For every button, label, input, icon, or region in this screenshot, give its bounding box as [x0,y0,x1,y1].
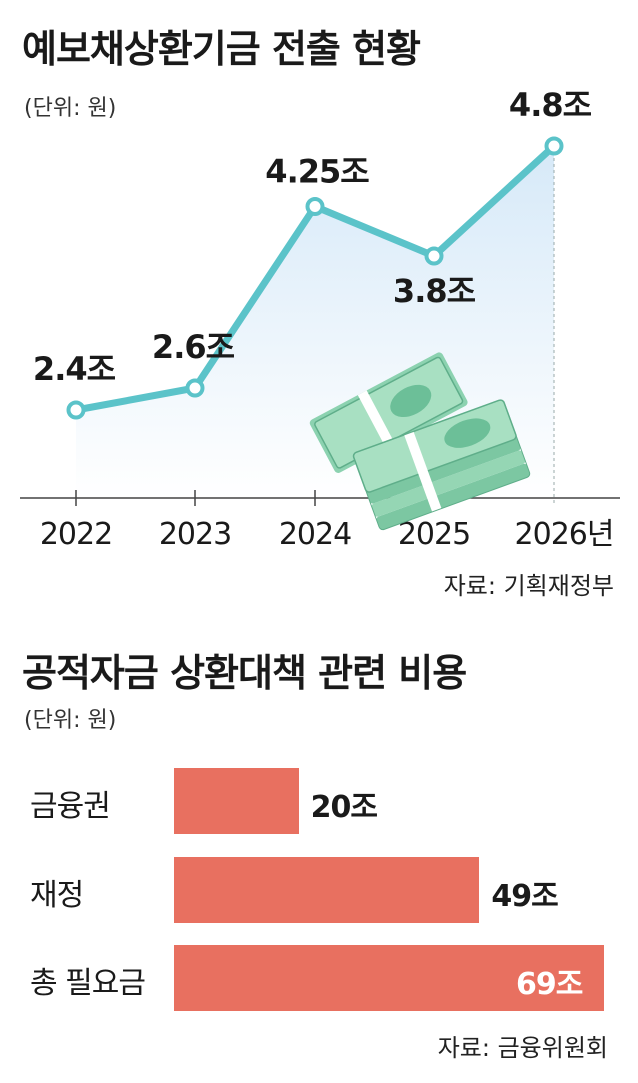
chart2-unit: (단위: 원) [24,708,117,733]
x-tick-label: 2025 [398,517,470,552]
data-label-2022: 2.4조 [33,350,116,388]
data-point-2026년 [544,136,564,156]
bar-category-label: 재정 [30,878,84,913]
data-label-2024: 4.25조 [265,153,369,191]
bar-row: 총 필요금 69조 [0,945,638,1011]
data-label-2023: 2.6조 [152,328,235,366]
bar-value-label: 20조 [310,790,378,825]
bar-row: 재정 49조 [0,857,638,923]
x-tick-label: 2022 [40,517,112,552]
bar-row: 금융권 20조 [0,768,638,834]
bar-category-label: 총 필요금 [30,966,146,1001]
data-label-2026년: 4.8조 [509,86,592,124]
data-point-2022 [66,400,86,420]
bar-value-label: 49조 [491,879,558,914]
bar-category-label: 금융권 [30,789,111,824]
chart1-unit: (단위: 원) [24,96,117,121]
data-point-2023 [185,378,205,398]
chart2-title: 공적자금 상환대책 관련 비용 [22,651,467,695]
bar [174,857,480,923]
data-point-2024 [305,197,325,216]
x-tick-label: 2026년 [515,517,614,552]
line-chart: 2.4조 2.6조 4.25조 3.8조 4.8조 2022 2023 2024 2025 20… [20,86,620,552]
data-label-2025: 3.8조 [393,272,476,310]
data-point-2025 [424,246,444,266]
money-bundle-icon [309,352,531,531]
bar [174,945,604,1011]
chart1-source: 자료: 기획재정부 [443,572,614,600]
chart1-title: 예보채상환기금 전출 현황 [22,27,421,71]
chart2-source: 자료: 금융위원회 [437,1034,608,1062]
x-tick-label: 2024 [279,517,351,552]
bar-value-label: 69조 [516,967,583,1002]
bar [174,768,299,834]
x-tick-label: 2023 [159,517,231,552]
